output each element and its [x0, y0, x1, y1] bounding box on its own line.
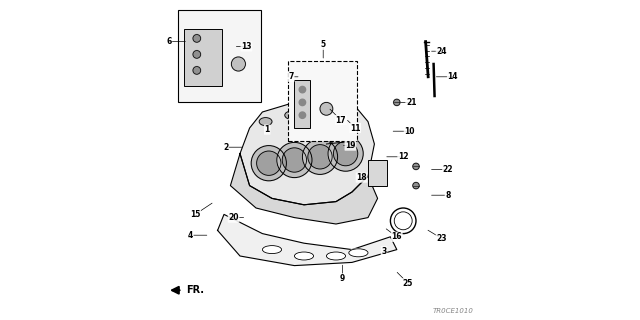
- Circle shape: [300, 99, 306, 106]
- Circle shape: [333, 141, 358, 166]
- Text: 21: 21: [406, 98, 417, 107]
- Text: 17: 17: [335, 116, 346, 124]
- Polygon shape: [230, 154, 378, 224]
- Text: 11: 11: [350, 124, 360, 132]
- Ellipse shape: [349, 249, 368, 257]
- Circle shape: [300, 112, 306, 118]
- Text: 3: 3: [381, 247, 387, 256]
- Circle shape: [257, 151, 281, 175]
- Text: 10: 10: [404, 127, 415, 136]
- Bar: [288, 61, 357, 141]
- Text: TR0CE1010: TR0CE1010: [433, 308, 474, 314]
- Text: 22: 22: [443, 165, 453, 174]
- Circle shape: [282, 148, 307, 172]
- Text: 5: 5: [321, 40, 326, 49]
- Text: 9: 9: [340, 274, 345, 283]
- Text: 7: 7: [289, 72, 294, 81]
- Text: 18: 18: [356, 173, 367, 182]
- Ellipse shape: [314, 105, 326, 113]
- Text: 6: 6: [166, 37, 172, 46]
- Ellipse shape: [294, 252, 314, 260]
- Circle shape: [328, 136, 364, 171]
- Circle shape: [252, 146, 287, 181]
- Circle shape: [193, 51, 201, 58]
- Circle shape: [320, 102, 333, 115]
- Text: 12: 12: [398, 152, 408, 161]
- Text: 1: 1: [264, 125, 270, 134]
- Ellipse shape: [262, 246, 282, 253]
- Circle shape: [302, 139, 338, 174]
- Circle shape: [308, 145, 332, 169]
- Text: 24: 24: [436, 47, 447, 56]
- Text: 13: 13: [241, 42, 252, 51]
- Circle shape: [232, 57, 246, 71]
- Bar: [184, 29, 223, 86]
- Circle shape: [276, 142, 312, 178]
- Circle shape: [193, 67, 201, 74]
- Bar: [178, 10, 261, 102]
- Ellipse shape: [326, 252, 346, 260]
- Text: 20: 20: [228, 213, 239, 222]
- Ellipse shape: [259, 118, 272, 126]
- Text: 15: 15: [190, 210, 200, 219]
- Text: 8: 8: [445, 191, 451, 200]
- Text: 23: 23: [436, 234, 447, 243]
- Circle shape: [394, 99, 400, 106]
- Polygon shape: [240, 96, 374, 205]
- Bar: [368, 160, 387, 186]
- Text: 16: 16: [392, 232, 402, 241]
- Text: FR.: FR.: [186, 285, 204, 295]
- Circle shape: [193, 35, 201, 42]
- Text: 19: 19: [345, 141, 356, 150]
- Circle shape: [413, 163, 419, 170]
- Circle shape: [413, 182, 419, 189]
- Polygon shape: [218, 214, 397, 266]
- Ellipse shape: [285, 111, 298, 119]
- Text: 4: 4: [188, 231, 193, 240]
- Ellipse shape: [339, 111, 352, 119]
- Text: 2: 2: [223, 143, 228, 152]
- Circle shape: [300, 86, 306, 93]
- Bar: [294, 80, 310, 128]
- Text: 25: 25: [403, 279, 413, 288]
- Text: 14: 14: [447, 72, 458, 81]
